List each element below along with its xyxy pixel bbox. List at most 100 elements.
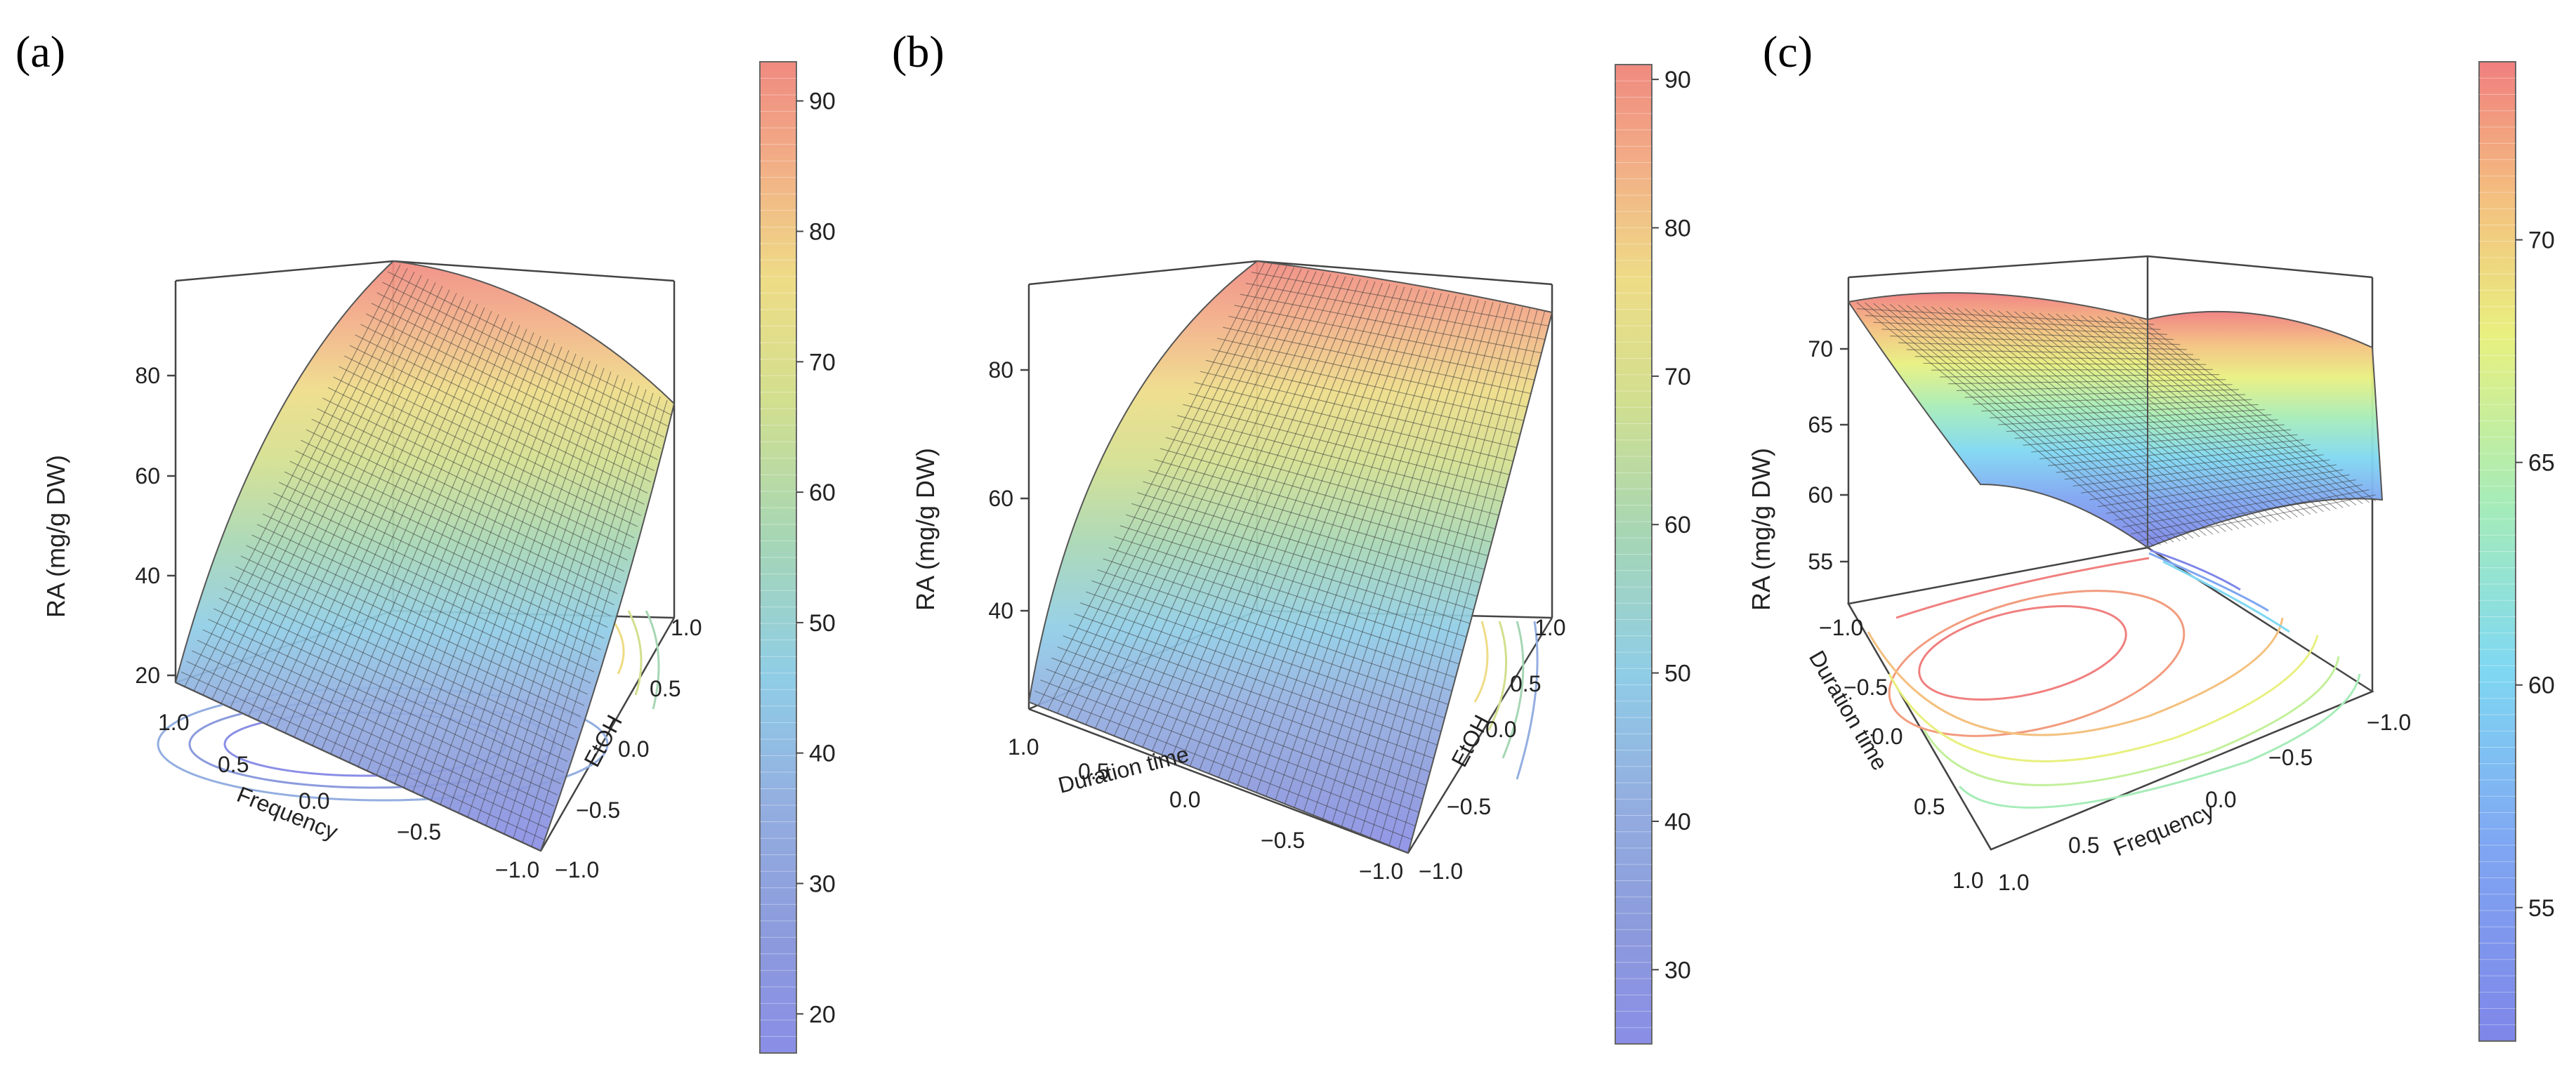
- z-tick: 40: [988, 598, 1013, 623]
- mesh-line: [1151, 277, 1354, 752]
- mesh-line: [257, 293, 457, 721]
- mesh-line: [1898, 342, 2187, 350]
- y-tick: −1.0: [1819, 615, 1863, 640]
- mesh-line: [1218, 286, 1405, 778]
- z-tick: 60: [988, 486, 1013, 511]
- colorbar: 20 30 40 50 60 70 80 90: [759, 61, 836, 1054]
- mesh-line: [2131, 489, 2370, 535]
- colorbar-tick: 80: [1664, 216, 1691, 242]
- mesh-line: [248, 289, 450, 717]
- mesh-line: [2031, 429, 2292, 453]
- mesh-line: [1180, 281, 1376, 763]
- mesh-line: [1284, 296, 1457, 805]
- mesh-line: [2081, 459, 2330, 494]
- x-tick: −0.5: [1261, 828, 1305, 853]
- mesh-line: [2047, 439, 2304, 466]
- mesh-line: [221, 279, 429, 704]
- y-tick: 0.5: [1510, 671, 1541, 696]
- mesh-line: [494, 385, 640, 830]
- mesh-line: [1123, 274, 1332, 740]
- mesh-line: [312, 314, 499, 746]
- mesh-line: [294, 307, 485, 738]
- mesh-line: [1856, 308, 2155, 325]
- mesh-line: [1964, 389, 2239, 398]
- mesh-line: [1294, 296, 1464, 808]
- x-tick: 1.0: [158, 710, 189, 735]
- colorbar-tick: 60: [2528, 673, 2555, 699]
- x-tick: 0.0: [298, 788, 329, 814]
- mesh-line: [2114, 479, 2356, 521]
- mesh-line: [230, 282, 436, 708]
- mesh-line: [2039, 434, 2298, 460]
- mesh-line: [2122, 484, 2363, 528]
- mesh-line: [485, 382, 633, 826]
- mesh-line: [1113, 272, 1325, 736]
- mesh-line: [1914, 356, 2200, 360]
- colorbar-tick: 80: [809, 219, 836, 246]
- z-tick: 20: [135, 663, 160, 688]
- mesh-line: [1865, 315, 2161, 330]
- x-tick: 0.0: [2205, 787, 2236, 812]
- mesh-line: [1104, 271, 1317, 733]
- mesh-line: [431, 360, 591, 801]
- z-tick: 80: [988, 357, 1013, 383]
- z-axis-label: RA (mg/g DW): [41, 455, 70, 618]
- mesh-line: [412, 353, 577, 793]
- x-tick: 0.5: [2068, 833, 2099, 858]
- z-axis-label: RA (mg/g DW): [1747, 448, 1775, 611]
- mesh-line: [266, 296, 464, 725]
- surface: [1847, 292, 2384, 549]
- panel-label: (a): [15, 27, 65, 77]
- panel-a: (a): [15, 27, 836, 1054]
- y-axis-label: Duration time: [1804, 647, 1893, 775]
- mesh-line: [1038, 262, 1265, 706]
- mesh-line: [2097, 469, 2344, 508]
- colorbar-tick: 90: [809, 88, 836, 115]
- mesh-line: [1997, 409, 2266, 425]
- mesh-line: [1161, 279, 1361, 755]
- mesh-line: [1237, 289, 1420, 786]
- colorbar-tick: 70: [809, 349, 836, 376]
- mesh-line: [2064, 449, 2318, 480]
- mesh-line: [1313, 299, 1479, 816]
- colorbar: 30 40 50 60 70 80 90: [1615, 64, 1691, 1045]
- mesh-line: [449, 368, 605, 809]
- colorbar-tick: 30: [1664, 957, 1691, 984]
- mesh-line: [202, 271, 415, 696]
- z-tick: 70: [1808, 336, 1833, 362]
- mesh-line: [184, 264, 401, 687]
- mesh-line: [394, 346, 563, 784]
- mesh-line: [385, 343, 556, 780]
- z-axis-label: RA (mg/g DW): [911, 448, 940, 611]
- colorbar-tick: 20: [809, 1001, 836, 1028]
- floor-contours: [1847, 546, 2374, 851]
- mesh-line: [1881, 329, 2174, 340]
- floor-contours: [1473, 621, 1539, 780]
- y-tick: 0.0: [618, 736, 649, 762]
- x-tick: 0.0: [1169, 787, 1200, 812]
- z-tick: 60: [1808, 482, 1833, 508]
- x-tick: −0.5: [397, 819, 441, 845]
- panel-b: (b) 40: [892, 27, 1691, 1045]
- mesh-line: [531, 399, 668, 847]
- z-axis: 40 60 80 RA (mg/g DW): [911, 357, 1029, 623]
- panel-label: (c): [1763, 27, 1813, 77]
- mesh-line: [513, 392, 654, 839]
- mesh-line: [403, 350, 570, 788]
- mesh-line: [1085, 268, 1302, 725]
- mesh-line: [1275, 294, 1450, 800]
- mesh-line: [1873, 322, 2167, 335]
- mesh-line: [239, 286, 443, 713]
- mesh-line: [1940, 373, 2220, 378]
- mesh-line: [476, 378, 626, 822]
- colorbar-tick: 65: [2528, 450, 2555, 477]
- mesh-line: [458, 371, 612, 814]
- y-tick: −0.5: [1844, 675, 1888, 700]
- mesh-line: [1990, 404, 2259, 418]
- panel-c: (c): [1747, 27, 2555, 1042]
- mesh-line: [1341, 303, 1501, 827]
- x-tick: 0.5: [218, 752, 249, 777]
- z-tick: 65: [1808, 412, 1833, 437]
- colorbar-tick: 60: [1664, 512, 1691, 538]
